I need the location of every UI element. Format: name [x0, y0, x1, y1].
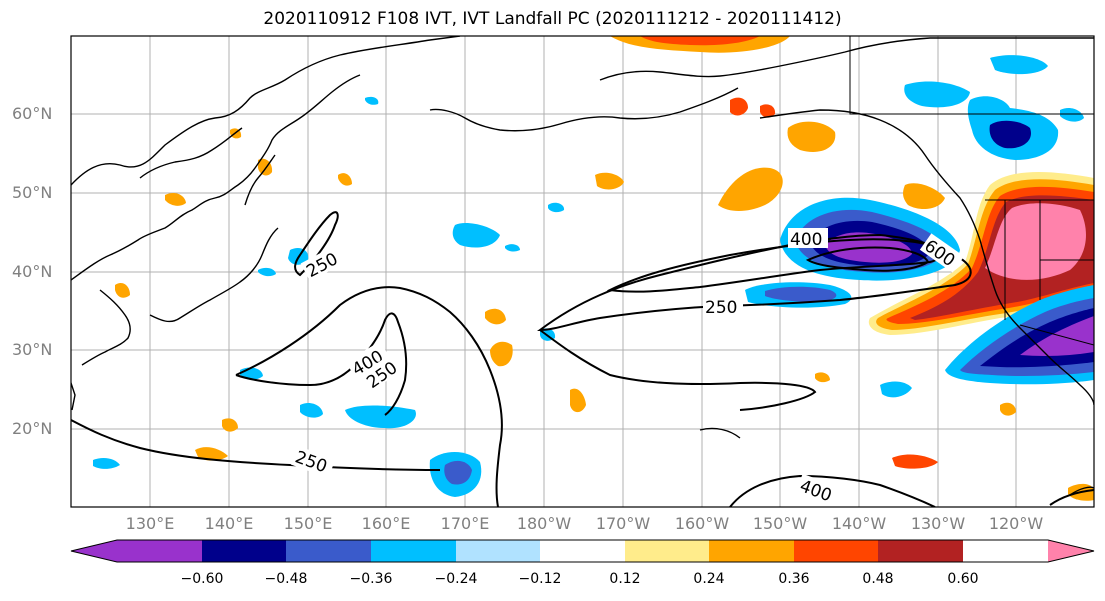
colorbar-segment — [117, 540, 202, 562]
colorbar-tick-label: −0.60 — [180, 571, 224, 587]
lon-label: 150°E — [283, 514, 333, 533]
lat-label: 50°N — [12, 183, 53, 202]
colorbar-segment — [286, 540, 371, 562]
colorbar-segment — [371, 540, 456, 562]
borders — [849, 36, 1094, 346]
colorbar — [70, 539, 1095, 563]
lon-label: 170°W — [595, 514, 651, 533]
lon-label: 130°W — [910, 514, 966, 533]
colorbar-tick-label: 0.24 — [693, 571, 725, 587]
ivt-contours — [71, 211, 1094, 507]
map-frame — [70, 35, 1095, 508]
lon-label: 140°E — [204, 514, 254, 533]
lat-label: 40°N — [12, 262, 53, 281]
colorbar-segment — [202, 540, 286, 562]
lon-label: 120°W — [988, 514, 1044, 533]
colorbar-segment — [625, 540, 709, 562]
lon-label: 140°W — [831, 514, 887, 533]
colorbar-tick-label: 0.48 — [862, 571, 894, 587]
colorbar-tick-label: 0.12 — [609, 571, 641, 587]
lon-label: 170°E — [440, 514, 490, 533]
colorbar-tick-label: −0.24 — [434, 571, 478, 587]
lon-label: 180°W — [516, 514, 572, 533]
colorbar-tick-label: 0.36 — [778, 571, 810, 587]
colorbar-tick-label: −0.48 — [264, 571, 308, 587]
colorbar-tick-label: −0.12 — [518, 571, 562, 587]
colorbar-tick-label: −0.36 — [349, 571, 393, 587]
map-title: 2020110912 F108 IVT, IVT Landfall PC (20… — [263, 9, 842, 29]
lat-label: 30°N — [12, 340, 53, 359]
colorbar-outline — [70, 539, 1095, 563]
colorbar-extend-low — [71, 540, 117, 562]
lon-label: 150°W — [752, 514, 808, 533]
lat-label: 60°N — [12, 104, 53, 123]
colorbar-segment — [878, 540, 963, 562]
contour-label: 250 — [705, 298, 737, 318]
colorbar-segment — [456, 540, 540, 562]
colorbar-segment — [540, 540, 625, 562]
colorbar-segment — [709, 540, 794, 562]
colorbar-extend-high — [1048, 540, 1094, 562]
lon-label: 130°E — [125, 514, 175, 533]
lat-label: 20°N — [12, 419, 53, 438]
map-layer: 250 400 600 250 400 250 250 400 — [71, 36, 1094, 507]
lon-label: 160°W — [674, 514, 730, 533]
contour-label: 400 — [790, 230, 822, 250]
colorbar-segment — [794, 540, 878, 562]
colorbar-tick-label: 0.60 — [947, 571, 979, 587]
lon-label: 160°E — [361, 514, 411, 533]
